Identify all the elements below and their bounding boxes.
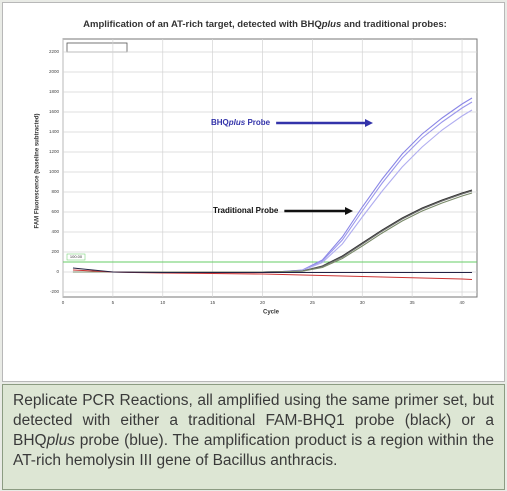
x-tick-label: 40 [460, 300, 466, 305]
y-tick-label: 800 [51, 189, 59, 194]
y-tick-label: 2000 [49, 69, 60, 74]
x-tick-label: 0 [62, 300, 65, 305]
annotation-arrowhead [365, 119, 373, 127]
y-tick-label: 200 [51, 249, 59, 254]
y-tick-label: 1600 [49, 109, 60, 114]
x-tick-label: 10 [160, 300, 166, 305]
y-axis-label: FAM Fluorescence (baseline subtracted) [35, 113, 41, 228]
legend-box [66, 42, 128, 53]
annotation-part: Probe [245, 118, 270, 127]
x-tick-label: 25 [310, 300, 316, 305]
y-tick-label: 1000 [49, 169, 60, 174]
y-tick-label: 1400 [49, 129, 60, 134]
title-part: and traditional probes: [341, 19, 447, 30]
title-part: plus [321, 19, 342, 30]
threshold-label: 100.00 [70, 254, 83, 259]
caption: Replicate PCR Reactions, all amplified u… [2, 384, 505, 490]
y-tick-label: 400 [51, 229, 59, 234]
annotation-part: plus [228, 118, 246, 127]
caption-part: plus [46, 432, 76, 449]
x-tick-label: 30 [360, 300, 366, 305]
annotation: BHQplus Probe [211, 118, 271, 127]
annotation-arrowhead [345, 207, 353, 215]
chart-title: Amplification of an AT-rich target, dete… [83, 19, 447, 30]
x-tick-label: 35 [410, 300, 416, 305]
threshold-label-box [66, 253, 86, 261]
x-tick-label: 15 [210, 300, 216, 305]
x-tick-label: 20 [260, 300, 266, 305]
annotation: Traditional Probe [213, 206, 279, 215]
annotation-part: BHQ [211, 118, 229, 127]
y-tick-label: 1200 [49, 149, 60, 154]
caption-part: Replicate PCR Reactions, all amplified u… [13, 392, 494, 449]
x-axis-label: Cycle [263, 310, 280, 316]
plot-frame [62, 38, 478, 298]
y-tick-label: 2200 [49, 49, 60, 54]
x-tick-label: 5 [112, 300, 115, 305]
annotation-part: Traditional Probe [213, 206, 279, 215]
y-tick-label: 1800 [49, 89, 60, 94]
chart: Amplification of an AT-rich target, dete… [2, 2, 505, 382]
series-line [72, 269, 473, 281]
y-tick-label: 600 [51, 209, 59, 214]
title-part: Amplification of an AT-rich target, dete… [83, 19, 322, 30]
y-tick-label: 0 [56, 269, 59, 274]
y-tick-label: -200 [50, 289, 60, 294]
series-line [72, 267, 473, 274]
caption-part: probe (blue). The amplification product … [13, 432, 494, 469]
